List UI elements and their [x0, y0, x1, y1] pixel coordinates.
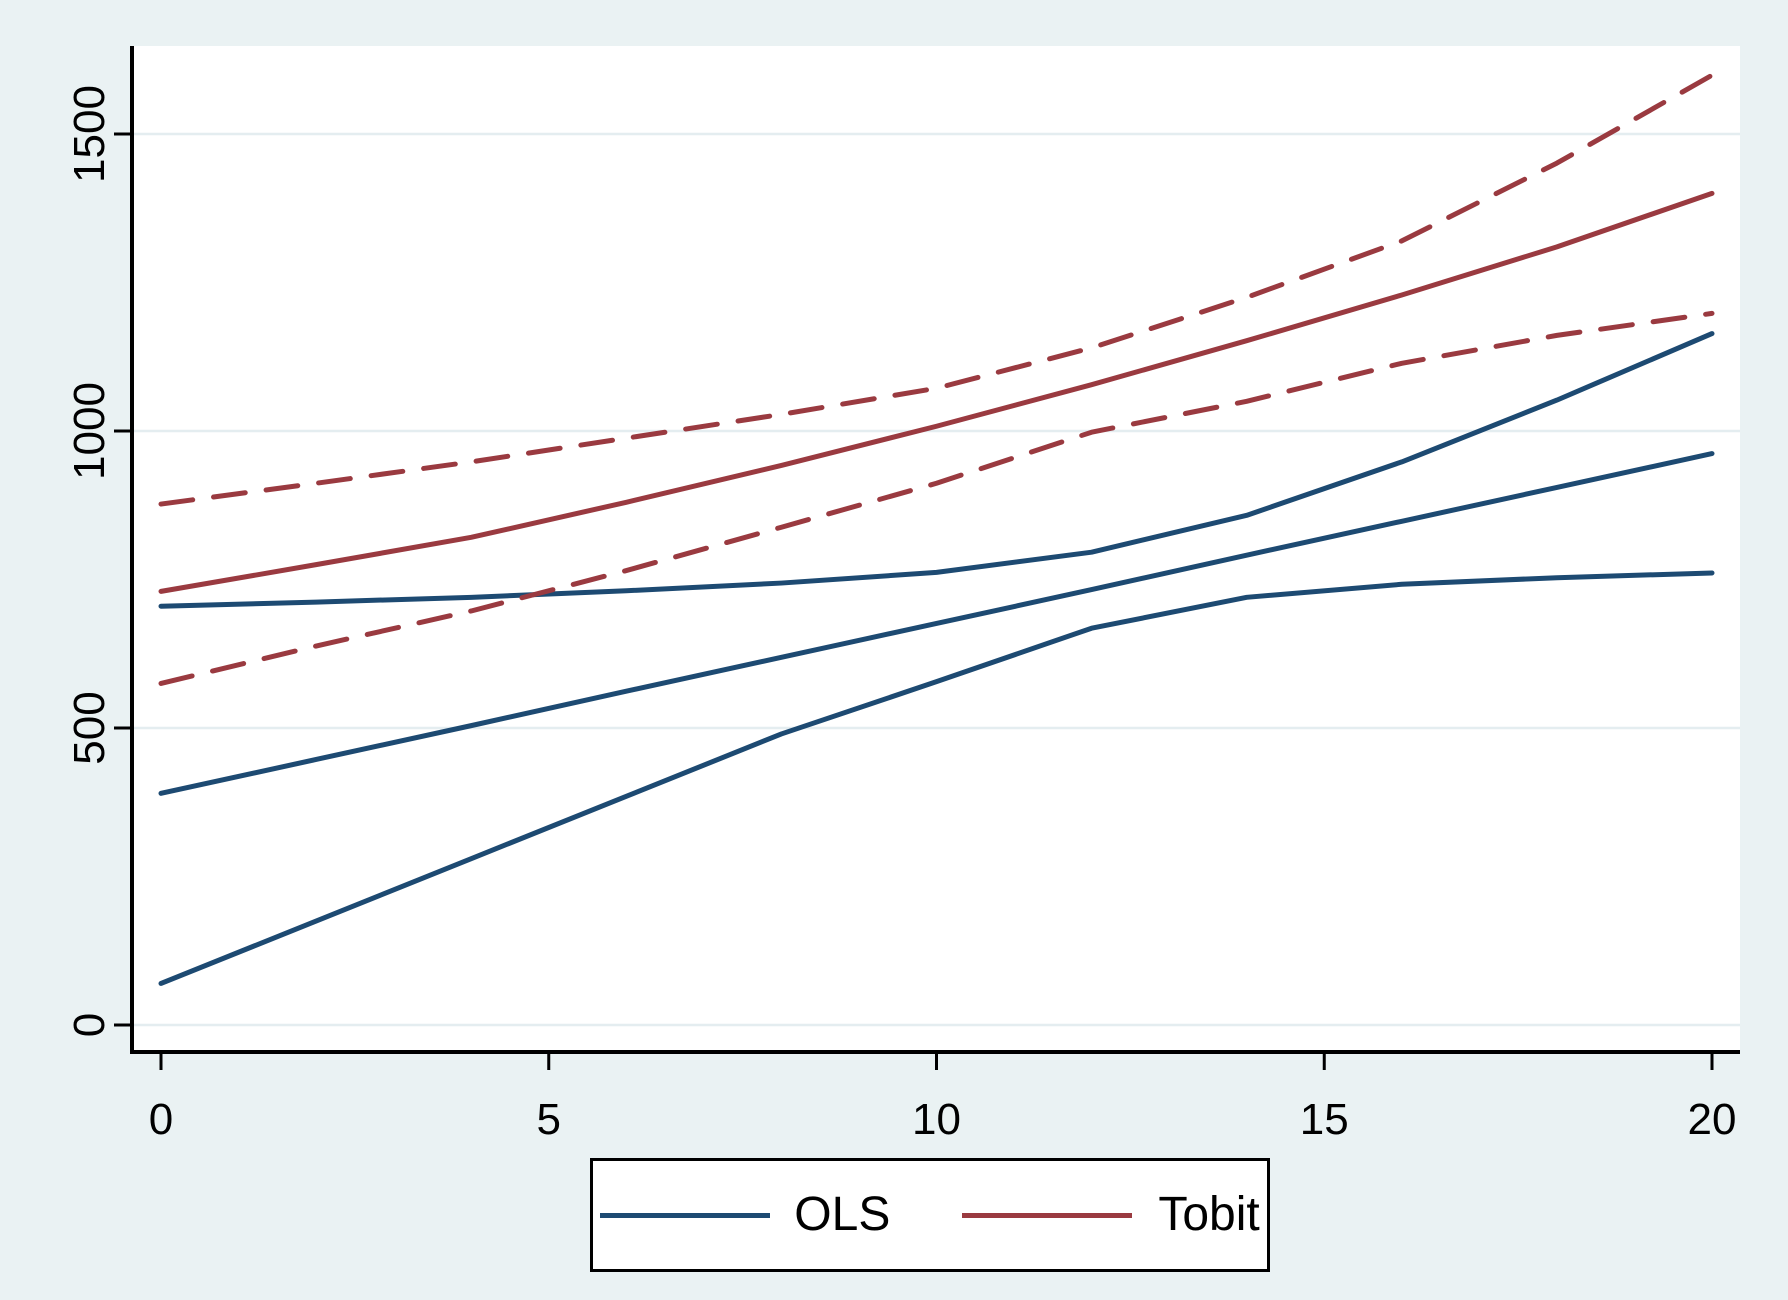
x-tick-label-10: 10 — [912, 1095, 961, 1144]
ols-legend-label: OLS — [794, 1188, 891, 1241]
y-tick-label-500: 500 — [65, 691, 114, 764]
tobit-legend-line — [962, 1212, 1133, 1218]
y-tick-label-1000: 1000 — [65, 382, 114, 480]
y-tick-label-0: 0 — [65, 1013, 114, 1037]
tobit-fit-line — [158, 190, 1715, 594]
ols-lower-line — [158, 570, 1715, 986]
ols-middle-line — [158, 451, 1715, 796]
x-tick-label-20: 20 — [1688, 1095, 1737, 1144]
legend: OLS Tobit — [590, 1158, 1270, 1272]
tobit-lower-dashed-line — [158, 310, 1715, 686]
x-tick-label-0: 0 — [149, 1095, 173, 1144]
plot-area — [132, 46, 1740, 1052]
ols-legend-line — [600, 1212, 771, 1218]
x-tick-label-15: 15 — [1300, 1095, 1349, 1144]
ols-upper-line — [158, 331, 1715, 609]
tobit-legend-label: Tobit — [1158, 1188, 1260, 1241]
x-tick-label-5: 5 — [537, 1095, 561, 1144]
y-tick-label-1500: 1500 — [65, 85, 114, 183]
tobit-upper-dashed-line — [158, 72, 1715, 507]
